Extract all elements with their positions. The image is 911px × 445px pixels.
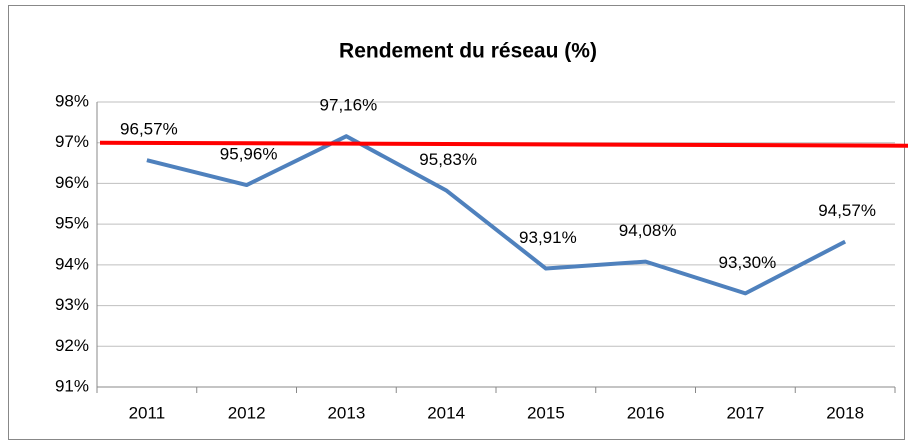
x-tick-label: 2015 (527, 403, 565, 422)
data-label: 94,57% (818, 201, 876, 220)
y-tick-label: 93% (55, 295, 89, 314)
y-tick-label: 94% (55, 254, 89, 273)
x-tick-label: 2012 (228, 403, 266, 422)
y-tick-label: 95% (55, 214, 89, 233)
y-tick-label: 98% (55, 91, 89, 110)
data-label: 95,96% (220, 145, 278, 164)
chart-border (8, 5, 905, 440)
y-tick-label: 92% (55, 336, 89, 355)
data-label: 95,83% (419, 150, 477, 169)
data-label: 96,57% (120, 120, 178, 139)
x-tick-label: 2018 (826, 403, 864, 422)
x-tick-label: 2016 (627, 403, 665, 422)
data-label: 93,30% (719, 253, 777, 272)
y-tick-label: 91% (55, 376, 89, 395)
data-label: 94,08% (619, 221, 677, 240)
data-line (146, 134, 847, 296)
x-tick-label: 2011 (129, 403, 166, 422)
x-tick-label: 2017 (726, 403, 764, 422)
y-tick-label: 97% (55, 132, 89, 151)
x-tick-label: 2013 (327, 403, 365, 422)
chart-title: Rendement du réseau (%) (339, 40, 597, 63)
data-label: 97,16% (320, 96, 378, 115)
data-label: 93,91% (519, 228, 577, 247)
y-tick-label: 96% (55, 173, 89, 192)
reference-line (99, 140, 909, 148)
x-tick-label: 2014 (427, 403, 465, 422)
